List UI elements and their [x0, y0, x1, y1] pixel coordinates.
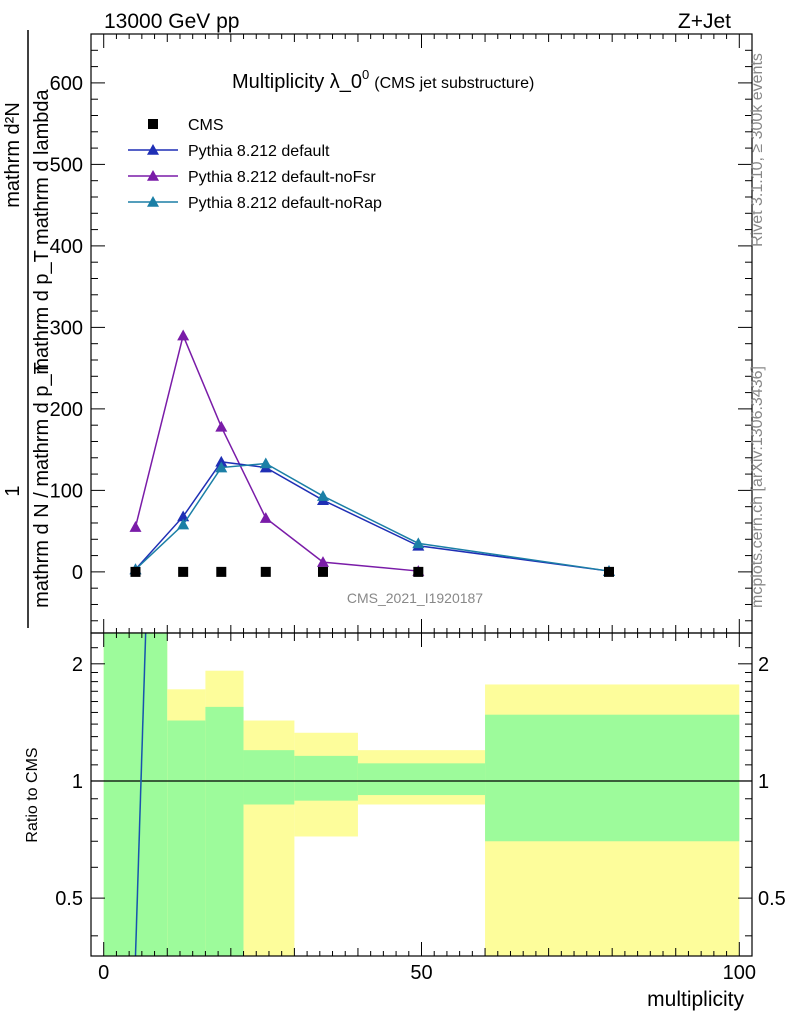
main-y-tick-label-0: 0 [72, 562, 83, 584]
point-pythia-nofsr-1 [177, 329, 190, 341]
point-pythia-norap-3 [259, 457, 272, 469]
point-cms-6 [603, 566, 614, 577]
y-label-numerator: mathrm d²N [2, 102, 24, 208]
side-label-rivet: Rivet 3.1.10, ≥ 300k events [749, 53, 766, 247]
x-tick-label-50: 50 [410, 962, 432, 984]
ratio-band-inner-1 [167, 720, 206, 956]
series-line-pythia-nofsr [134, 333, 419, 572]
x-tick-label-100: 100 [723, 962, 756, 984]
y-label-one: 1 [2, 485, 24, 496]
legend: CMS Pythia 8.212 default Pythia 8.212 defa… [128, 117, 382, 212]
x-axis-label: multiplicity [647, 988, 744, 1011]
ratio-y-axis-label: Ratio to CMS [24, 747, 41, 842]
ratio-band-inner-6 [485, 714, 740, 842]
y-label-denominator-outer: mathrm d N / mathrm d p_T [31, 362, 53, 608]
point-cms-4 [317, 566, 328, 577]
plot-title: Multiplicity λ_00 (CMS jet substructure) [232, 67, 534, 93]
legend-marker-pythia-nofsr [147, 170, 159, 181]
point-cms-0 [130, 566, 141, 577]
ratio-y-tick-label-right-2: 2 [758, 654, 769, 676]
ratio-series-line-overlay-0 [135, 632, 147, 957]
ratio-y-tick-label-right-0.5: 0.5 [758, 888, 786, 910]
series-line-pythia-default [134, 461, 610, 572]
point-pythia-nofsr-3 [259, 512, 272, 523]
point-pythia-nofsr-0 [129, 521, 142, 532]
main-y-tick-label-600: 600 [50, 73, 83, 95]
point-cms-5 [413, 566, 424, 577]
legend-marker-pythia-norap [147, 196, 159, 207]
ratio-y-tick-label-left-0.5: 0.5 [55, 888, 83, 910]
point-pythia-norap-2 [215, 461, 228, 473]
ratio-y-tick-label-left-1: 1 [72, 771, 83, 793]
header-energy-label: 13000 GeV pp [104, 10, 239, 33]
main-y-tick-label-100: 100 [50, 480, 83, 502]
point-pythia-norap-1 [177, 518, 190, 530]
ratio-y-tick-label-right-1: 1 [758, 771, 769, 793]
ratio-bands [103, 633, 740, 956]
ratio-band-inner-4 [294, 755, 358, 801]
plot-title-superscript: 0 [362, 67, 369, 82]
header-process-label: Z+Jet [678, 10, 731, 33]
plot-title-main: Multiplicity λ_0 [232, 71, 362, 93]
ratio-band-inner-3 [243, 750, 295, 805]
side-label-mcplots: mcplots.cern.ch [arXiv:1306.3436] [749, 366, 766, 608]
legend-label-pythia-nofsr: Pythia 8.212 default-noFsr [188, 169, 376, 186]
point-pythia-nofsr-4 [316, 556, 329, 567]
plot-title-note: (CMS jet substructure) [374, 75, 534, 92]
point-pythia-norap-4 [316, 490, 329, 501]
legend-label-pythia-norap: Pythia 8.212 default-noRap [188, 195, 382, 212]
main-y-tick-label-400: 400 [50, 236, 83, 258]
ratio-band-inner-2 [205, 706, 244, 956]
main-y-tick-label-500: 500 [50, 154, 83, 176]
main-y-tick-label-200: 200 [50, 399, 83, 421]
ratio-band-inner-0 [103, 633, 168, 956]
y-label-denominator-inner: mathrm d p_T mathrm d lambda [31, 88, 53, 374]
main-y-tick-label-300: 300 [50, 317, 83, 339]
ratio-axes: 0 50 100 0.5 0.5 1 1 2 2 [55, 632, 786, 984]
point-pythia-nofsr-2 [215, 420, 228, 432]
point-pythia-norap-5 [412, 537, 425, 549]
point-cms-2 [216, 566, 227, 577]
point-cms-3 [260, 566, 271, 577]
point-pythia-default-1 [177, 510, 190, 522]
ratio-lines [91, 632, 752, 957]
analysis-tag: CMS_2021_I1920187 [347, 590, 483, 606]
point-pythia-default-2 [215, 455, 228, 467]
legend-marker-pythia-default [147, 144, 159, 155]
series-line-pythia-norap [134, 462, 610, 572]
main-y-axis-label: 1 mathrm d²N mathrm d p_T mathrm d lambd… [2, 30, 53, 628]
main-plot-series [129, 329, 615, 577]
x-tick-label-0: 0 [98, 962, 109, 984]
ratio-band-inner-5 [357, 763, 486, 796]
legend-label-cms: CMS [188, 117, 224, 134]
ratio-y-tick-label-left-2: 2 [72, 654, 83, 676]
point-cms-1 [178, 566, 189, 577]
legend-marker-cms [148, 119, 158, 129]
legend-label-pythia-default: Pythia 8.212 default [188, 143, 330, 160]
